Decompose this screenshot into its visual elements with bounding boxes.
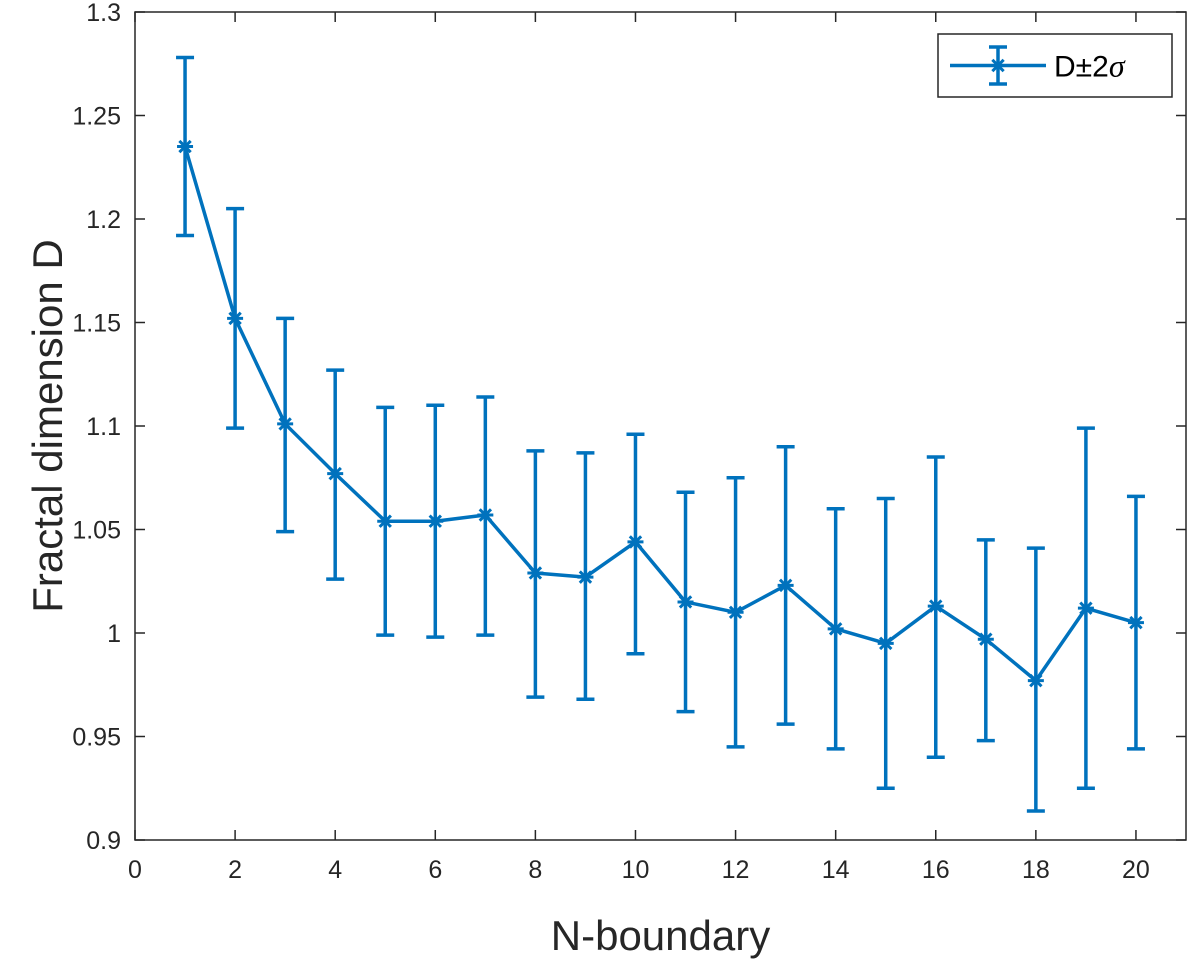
x-tick-label: 16 <box>922 856 950 884</box>
x-tick-label: 14 <box>822 856 850 884</box>
data-point-marker <box>177 138 194 155</box>
legend: D±2σ <box>937 33 1173 98</box>
x-tick-label: 20 <box>1122 856 1150 884</box>
data-point-marker <box>1127 614 1144 631</box>
data-marks <box>176 55 1145 813</box>
legend-swatch <box>950 45 1046 86</box>
x-tick-label: 12 <box>722 856 750 884</box>
data-point-marker <box>477 507 494 524</box>
data-point-marker <box>1027 672 1044 689</box>
series-line <box>183 146 1137 683</box>
data-point-marker <box>277 415 294 432</box>
x-tick-label: 6 <box>428 856 442 884</box>
y-tick-label: 1.2 <box>86 206 121 234</box>
x-axis-ticks: 0 2 4 6 8 10 12 14 16 18 20 <box>128 12 1150 884</box>
y-tick-label: 1.05 <box>72 517 121 545</box>
legend-label-main: D±2 <box>1054 51 1109 84</box>
y-tick-label: 1 <box>107 620 121 648</box>
x-tick-label: 10 <box>622 856 650 884</box>
data-point-marker <box>727 604 744 621</box>
data-point-marker <box>627 533 644 550</box>
data-point-marker <box>227 310 244 327</box>
x-tick-label: 2 <box>228 856 242 884</box>
data-point-marker <box>927 598 944 615</box>
y-axis-ticks: 0.9 0.95 1 1.05 1.1 1.15 1.2 1.25 1.3 <box>72 0 1186 855</box>
x-tick-label: 18 <box>1022 856 1050 884</box>
data-point-marker <box>327 465 344 482</box>
y-tick-label: 0.9 <box>86 827 121 855</box>
legend-label-sigma: σ <box>1109 48 1126 84</box>
y-tick-label: 1.25 <box>72 103 121 131</box>
data-point-marker <box>1077 600 1094 617</box>
x-tick-label: 4 <box>328 856 342 884</box>
legend-label: D±2σ <box>1054 48 1126 84</box>
data-point-marker <box>990 57 1006 74</box>
data-point-marker <box>827 620 844 637</box>
data-point-marker <box>427 513 444 530</box>
y-tick-label: 1.1 <box>86 413 121 441</box>
x-tick-label: 0 <box>128 856 142 884</box>
y-tick-label: 1.3 <box>86 0 121 27</box>
data-point-marker <box>677 593 694 610</box>
y-axis-label: Fractal dimension D <box>24 239 71 612</box>
data-point-marker <box>777 577 794 594</box>
x-axis-label: N-boundary <box>551 912 770 959</box>
data-point-marker <box>377 513 394 530</box>
data-point-marker <box>577 569 594 586</box>
data-point-marker <box>977 631 994 648</box>
data-point-marker <box>527 564 544 581</box>
y-tick-label: 0.95 <box>72 724 121 752</box>
data-point-marker <box>877 635 894 652</box>
x-tick-label: 8 <box>528 856 542 884</box>
y-tick-label: 1.15 <box>72 310 121 338</box>
